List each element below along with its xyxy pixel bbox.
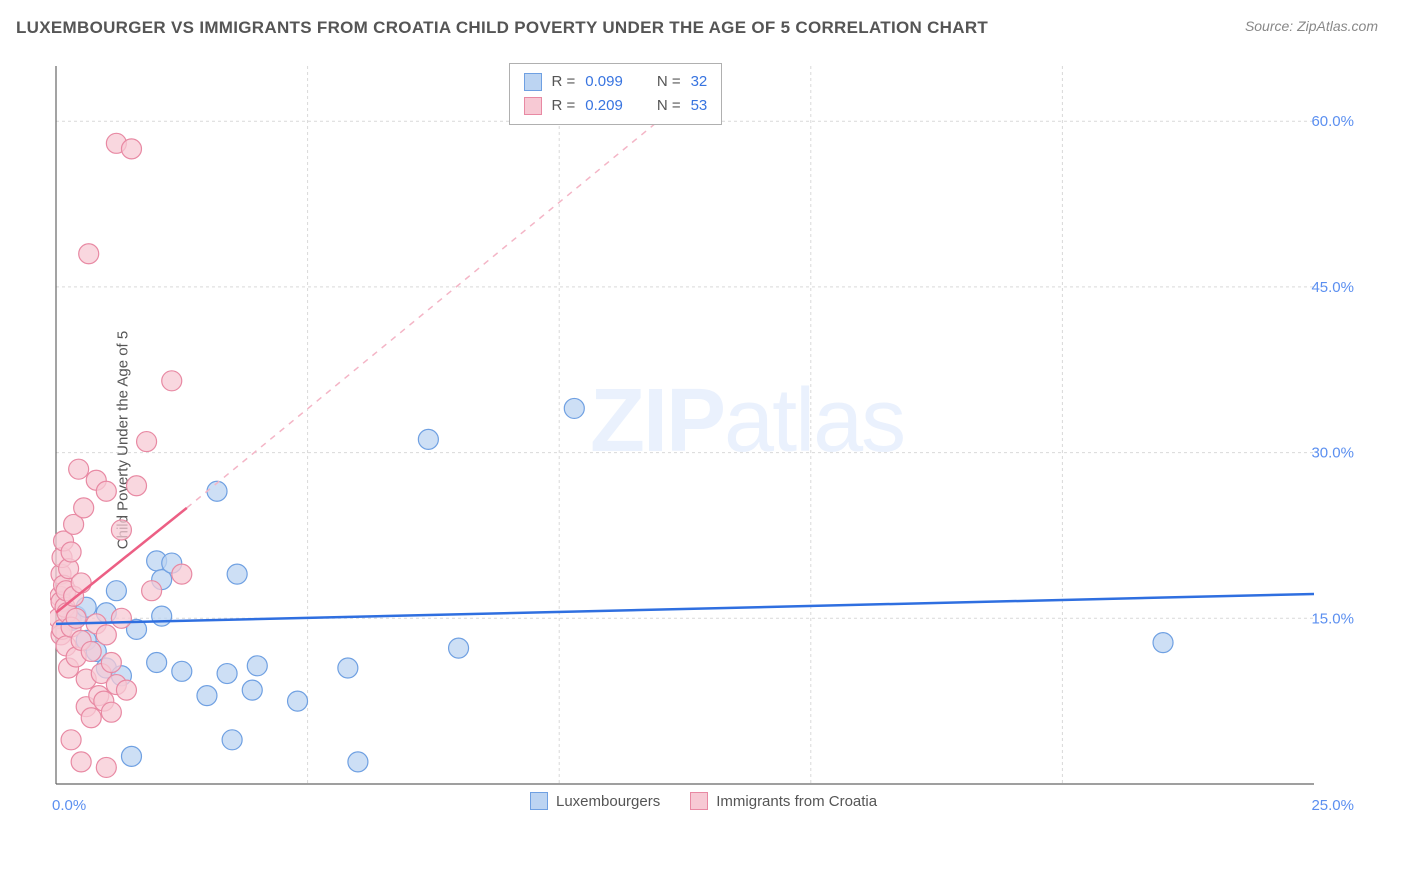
stat-n-label: N = bbox=[657, 94, 681, 118]
stat-r-label: R = bbox=[552, 94, 576, 118]
source-label: Source: ZipAtlas.com bbox=[1245, 18, 1378, 34]
stat-n-label: N = bbox=[657, 70, 681, 94]
legend-swatch bbox=[524, 73, 542, 91]
stat-n-value: 53 bbox=[691, 94, 708, 118]
svg-text:15.0%: 15.0% bbox=[1311, 610, 1354, 627]
svg-text:0.0%: 0.0% bbox=[52, 797, 86, 814]
chart-area: Child Poverty Under the Age of 5 ZIPatla… bbox=[50, 60, 1360, 820]
chart-title: LUXEMBOURGER VS IMMIGRANTS FROM CROATIA … bbox=[16, 18, 988, 38]
stat-r-value: 0.099 bbox=[585, 70, 623, 94]
legend-label: Immigrants from Croatia bbox=[716, 793, 877, 810]
svg-text:45.0%: 45.0% bbox=[1311, 279, 1354, 296]
svg-text:25.0%: 25.0% bbox=[1311, 797, 1354, 814]
svg-text:60.0%: 60.0% bbox=[1311, 113, 1354, 130]
stat-n-value: 32 bbox=[691, 70, 708, 94]
legend-swatch bbox=[690, 792, 708, 810]
series-legend: Luxembourgers Immigrants from Croatia bbox=[530, 792, 877, 810]
legend-swatch bbox=[524, 97, 542, 115]
stat-r-value: 0.209 bbox=[585, 94, 623, 118]
stat-r-label: R = bbox=[552, 70, 576, 94]
legend-swatch bbox=[530, 792, 548, 810]
stats-legend: R = 0.099 N = 32 R = 0.209 N = 53 bbox=[509, 63, 723, 125]
scatter-plot: 15.0% 30.0% 45.0% 60.0% 0.0% 25.0% bbox=[50, 60, 1360, 820]
legend-label: Luxembourgers bbox=[556, 793, 660, 810]
svg-text:30.0%: 30.0% bbox=[1311, 445, 1354, 462]
